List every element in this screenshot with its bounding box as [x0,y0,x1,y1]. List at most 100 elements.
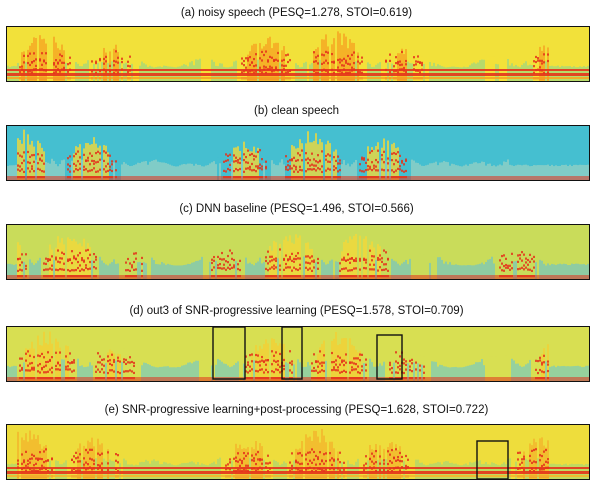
spec-column [551,164,553,180]
spec-harmonic [101,452,103,455]
spec-harmonic [249,56,251,59]
spec-column [245,448,247,479]
spec-column [85,366,87,381]
spec-harmonic [37,153,39,156]
spec-column [25,62,27,81]
spec-column [207,256,209,279]
spec-column [485,261,487,279]
spec-harmonic [325,169,327,172]
spec-column [41,39,43,81]
spec-harmonic [313,51,315,54]
spec-harmonic [291,452,293,455]
spec-harmonic [67,70,69,73]
spec-harmonic [75,164,77,167]
spec-harmonic [309,262,311,265]
spec-harmonic [351,361,353,364]
spec-column [493,56,495,81]
spec-column [245,257,247,279]
spec-harmonic [83,153,85,156]
spec-column [261,148,263,180]
spec-column [145,161,147,180]
spec-harmonic [43,59,45,62]
spec-column [365,355,367,381]
spec-column [375,260,377,279]
spec-column [243,51,245,81]
spec-column [35,359,37,381]
spec-harmonic [387,169,389,172]
spec-harmonic [339,269,341,273]
spec-harmonic [519,267,521,270]
spec-harmonic [535,55,537,59]
spec-harmonic [341,64,343,67]
spec-harmonic [363,170,365,173]
spec-harmonic [117,371,119,374]
spec-harmonic [237,169,239,172]
spec-column [487,359,489,381]
spec-column [327,140,329,180]
spec-harmonic [51,255,53,258]
spec-harmonic [325,50,327,53]
spec-harmonic [265,368,267,371]
spec-harmonic [99,152,101,155]
spec-column [585,264,587,279]
panel-a-svg [7,27,589,81]
spec-column [221,249,223,279]
spec-column [93,446,95,479]
spec-harmonic [383,169,385,172]
spec-column [507,159,509,180]
spec-harmonic [69,155,71,158]
spec-column [437,165,439,180]
spec-harmonic [99,158,101,161]
spec-harmonic [255,165,257,168]
spec-column [319,138,321,180]
spec-column [387,253,389,279]
spec-column [421,255,423,279]
spec-column [539,438,541,479]
spec-harmonic [359,371,361,375]
spec-column [205,254,207,279]
spec-column [231,250,233,279]
spec-harmonic [87,463,89,466]
spec-column [211,162,213,180]
spec-harmonic [19,264,21,267]
spec-harmonic [259,149,261,152]
spec-column [449,367,451,381]
spec-column [25,433,27,479]
spec-column [315,262,317,279]
spec-column [403,261,405,279]
spec-column [187,163,189,180]
spec-harmonic [243,153,245,156]
spec-column [221,157,223,180]
spec-column [423,64,425,81]
spec-column [399,265,401,279]
spec-column [513,360,515,381]
spec-harmonic [315,463,317,466]
spec-column [121,255,123,279]
spec-harmonic [71,469,73,472]
spec-column [357,258,359,279]
spec-column [217,358,219,381]
spec-column [183,163,185,180]
spec-column [345,36,347,81]
spec-column [323,39,325,81]
spec-harmonic [267,462,269,465]
spec-column [215,164,217,180]
spec-harmonic [357,60,359,63]
spec-harmonic [383,462,385,465]
spec-harmonic [77,254,79,257]
spec-column [169,264,171,279]
spec-harmonic [283,268,285,271]
spec-column [253,265,255,279]
spec-harmonic [347,269,349,272]
spec-column [157,161,159,180]
spec-harmonic [335,363,337,366]
spec-column [25,157,27,180]
spec-column [349,236,351,279]
spec-column [227,454,229,479]
spec-harmonic [329,154,331,157]
spec-harmonic [321,170,323,174]
spec-column [67,52,69,81]
spec-column [143,362,145,381]
spec-column [521,366,523,381]
spec-harmonic [99,59,101,62]
